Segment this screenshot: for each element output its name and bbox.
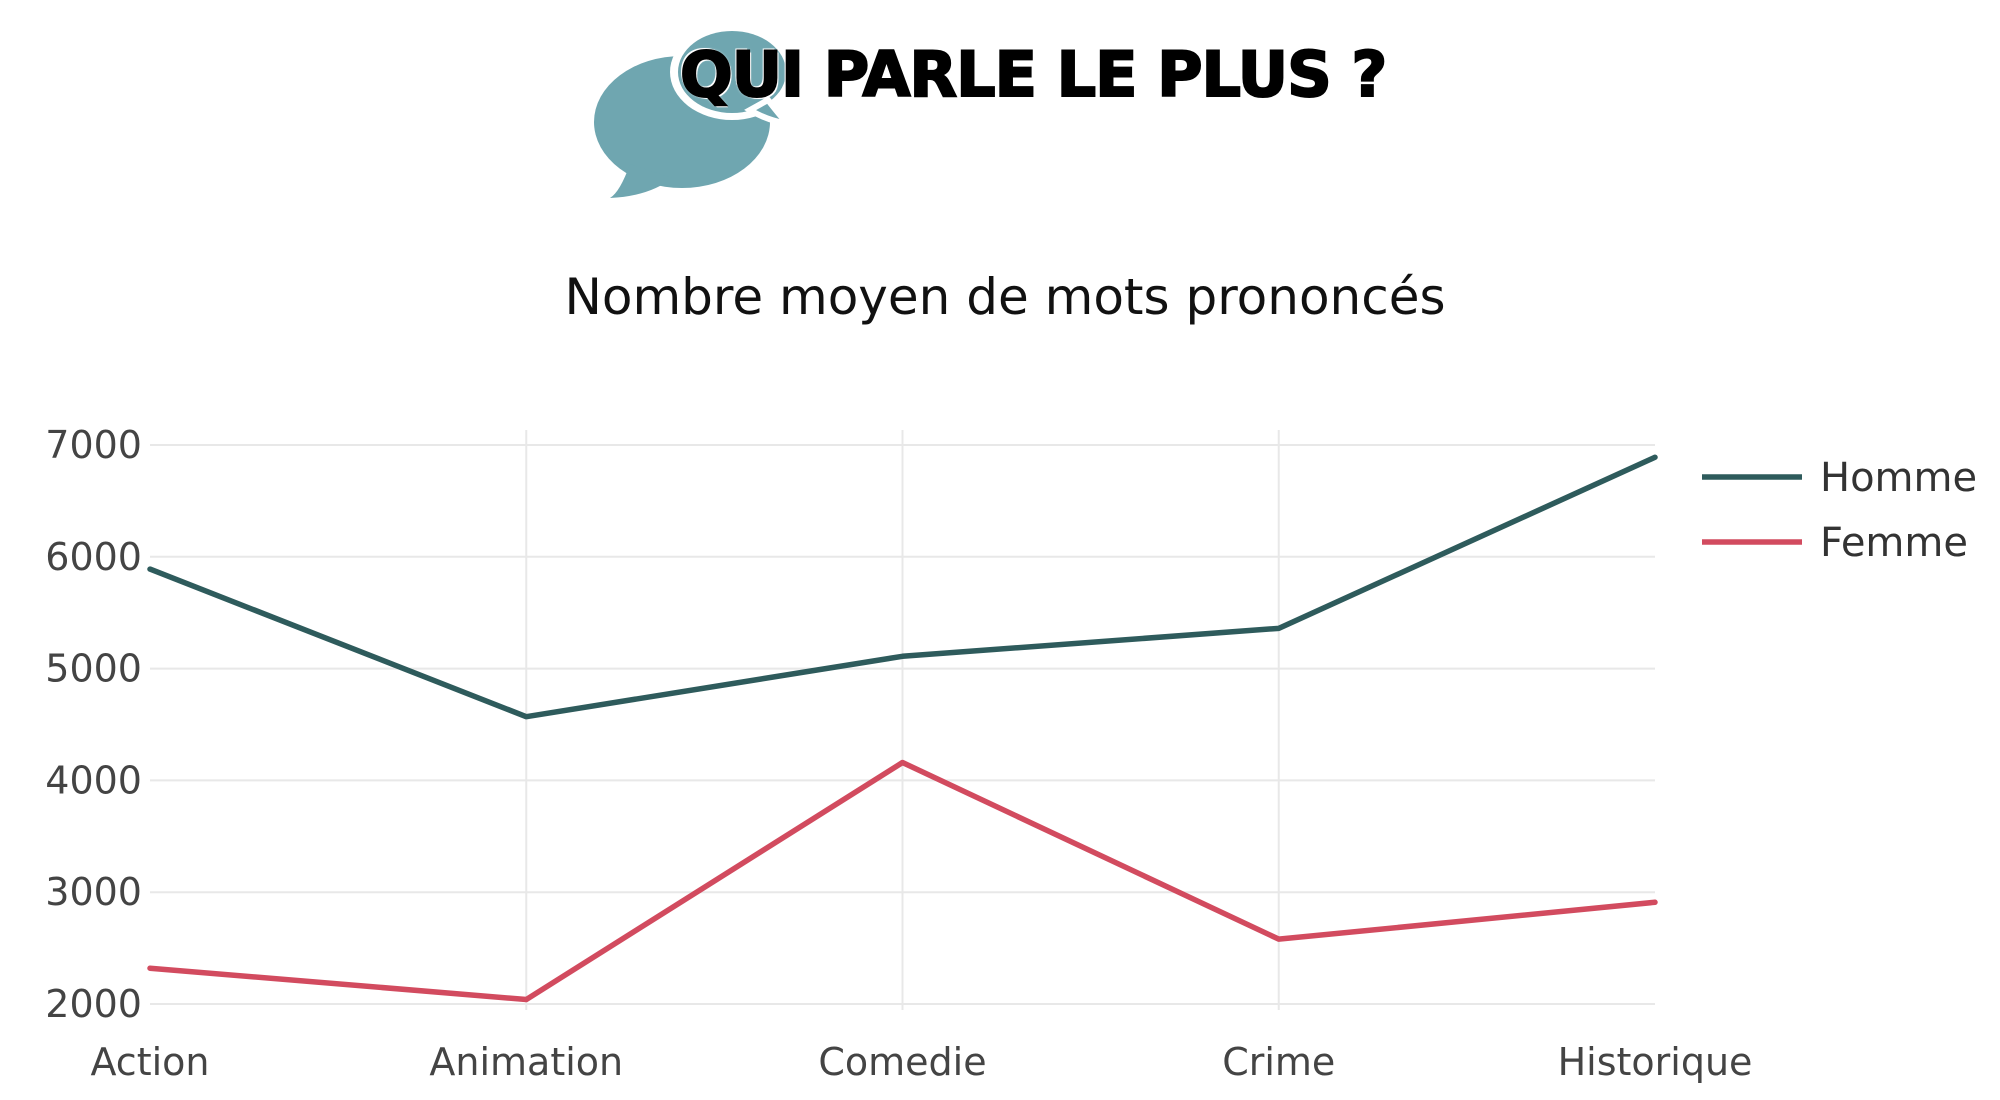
y-tick-label: 5000 xyxy=(45,647,142,691)
speech-bubble-right xyxy=(670,24,797,129)
y-axis-labels: 2000 3000 4000 5000 6000 7000 xyxy=(45,423,142,1026)
speech-bubbles-icon xyxy=(594,24,797,198)
y-tick-label: 6000 xyxy=(45,535,142,579)
series-lines xyxy=(147,454,1658,1003)
x-tick-label: Crime xyxy=(1222,1040,1335,1084)
y-tick-label: 7000 xyxy=(45,423,142,467)
y-tick-label: 2000 xyxy=(45,982,142,1026)
legend-label-femme: Femme xyxy=(1820,520,1968,566)
series-line-homme xyxy=(147,454,1658,720)
series-line-femme xyxy=(147,759,1658,1003)
x-tick-label: Comedie xyxy=(818,1040,986,1084)
legend: Homme Femme xyxy=(1702,455,1977,566)
x-gridlines xyxy=(525,430,1280,1010)
page-title: QUI PARLE LE PLUS ? xyxy=(679,37,1388,112)
x-tick-label: Action xyxy=(90,1040,209,1084)
legend-label-homme: Homme xyxy=(1820,455,1977,501)
x-axis-labels: Action Animation Comedie Crime Historique xyxy=(90,1040,1752,1084)
x-tick-label: Historique xyxy=(1558,1040,1753,1084)
chart-header: QUI PARLE LE PLUS ? xyxy=(0,0,2000,220)
chart-subtitle: Nombre moyen de mots prononcés xyxy=(564,268,1446,326)
x-tick-label: Animation xyxy=(429,1040,623,1084)
y-tick-label: 3000 xyxy=(45,870,142,914)
y-tick-label: 4000 xyxy=(45,758,142,802)
